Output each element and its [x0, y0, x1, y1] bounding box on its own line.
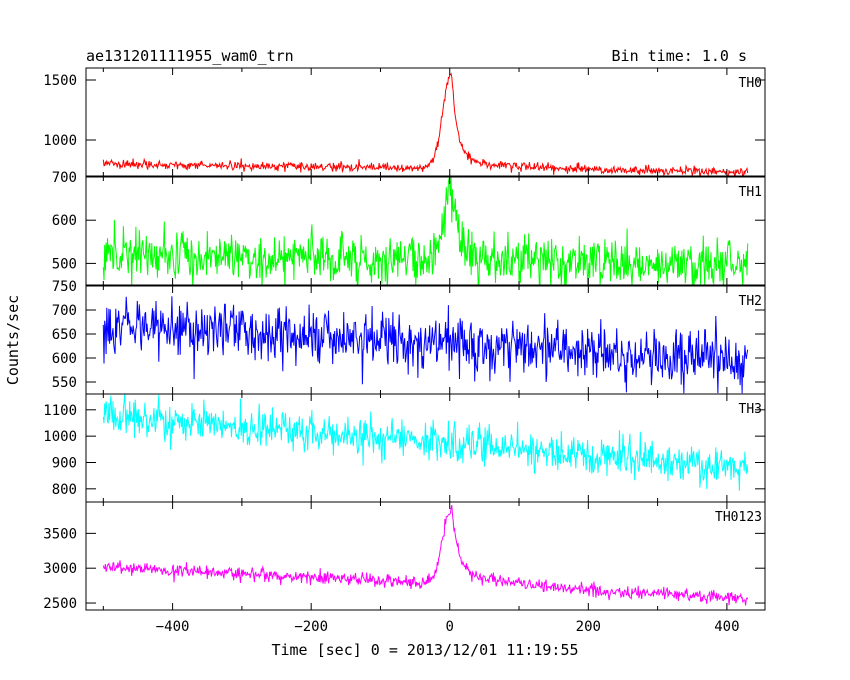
panel-th0: 1000 1500 TH0 [43, 67, 766, 177]
panel-label-th0: TH0 [739, 76, 762, 91]
panel-th3: 800 900 1000 1100 TH3 [43, 393, 766, 503]
x-tick-label: 400 [714, 619, 739, 635]
panel-label-th0123: TH0123 [715, 510, 762, 525]
y-tick-label: 1000 [43, 429, 77, 445]
y-tick-label: 800 [52, 482, 77, 498]
series-line-th0 [102, 72, 749, 176]
panel-frame [85, 67, 766, 177]
series-line-th1 [102, 177, 749, 285]
panel-label-th1: TH1 [739, 185, 762, 200]
x-tick-label: 200 [576, 619, 601, 635]
series-line-th0123 [102, 504, 749, 606]
x-axis-title: Time [sec] 0 = 2013/12/01 11:19:55 [271, 641, 578, 659]
y-tick-label: 2500 [43, 596, 77, 612]
x-axis: −400 −200 0 200 400 [156, 619, 740, 635]
panel-th0123: 2500 3000 3500 TH0123 [43, 501, 766, 612]
panel-th1: 500 600 700 TH1 [52, 170, 766, 286]
y-tick-label: 550 [52, 375, 77, 391]
series-line-th3 [102, 394, 749, 491]
x-tick-label: −200 [294, 619, 328, 635]
x-tick-label: 0 [446, 619, 454, 635]
panel-frame [85, 501, 766, 611]
series-line-th2 [102, 296, 749, 394]
y-tick-label: 600 [52, 351, 77, 367]
y-tick-label: 750 [52, 279, 77, 295]
y-tick-label: 700 [52, 170, 77, 186]
y-tick-label: 3000 [43, 561, 77, 577]
x-tick-label: −400 [156, 619, 190, 635]
panels-group: 1000 1500 TH0 500 600 700 TH1 550 600 650 700 750 TH… [43, 67, 766, 612]
y-tick-label: 650 [52, 327, 77, 343]
y-axis-title: Counts/sec [4, 295, 22, 385]
panel-label-th2: TH2 [739, 294, 762, 309]
panel-frame [85, 176, 766, 286]
y-tick-label: 1100 [43, 403, 77, 419]
panel-label-th3: TH3 [739, 402, 762, 417]
panel-th2: 550 600 650 700 750 TH2 [52, 279, 766, 395]
bin-time-label: Bin time: 1.0 s [612, 47, 747, 65]
chart-title: ae131201111955_wam0_trn [86, 47, 294, 65]
panel-frame [85, 393, 766, 503]
y-tick-label: 500 [52, 256, 77, 272]
y-tick-label: 900 [52, 455, 77, 471]
y-tick-label: 1500 [43, 73, 77, 89]
y-tick-label: 600 [52, 213, 77, 229]
y-tick-label: 3500 [43, 526, 77, 542]
y-tick-label: 700 [52, 303, 77, 319]
y-tick-label: 1000 [43, 133, 77, 149]
